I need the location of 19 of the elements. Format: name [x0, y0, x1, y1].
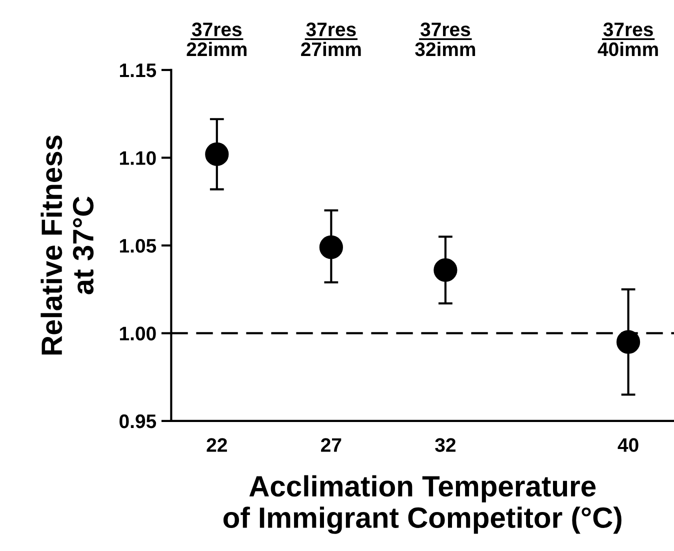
point	[205, 142, 229, 166]
x-tick-label: 40	[618, 438, 638, 452]
text: 37res 32imm	[415, 22, 476, 56]
y-tick-label: 1.05	[120, 238, 156, 253]
y-tick-label: 1.00	[120, 326, 156, 340]
text: 37res 22imm	[186, 22, 247, 56]
point	[616, 330, 640, 354]
x-tick-label: 32	[435, 438, 456, 452]
y-axis-title: Relative Fitness at 37°C	[40, 136, 94, 355]
x-axis-title: Acclimation Temperature of Immigrant Competitor (°C)	[223, 475, 622, 534]
x-tick-label: 27	[321, 438, 342, 452]
text: 37res 27imm	[301, 22, 361, 56]
text: 37res 40imm	[598, 22, 658, 56]
x-tick-label: 22	[206, 438, 227, 452]
point	[319, 235, 343, 260]
y-tick-label: 1.10	[120, 151, 156, 165]
point	[434, 258, 458, 282]
y-tick-label: 0.95	[120, 414, 156, 428]
y-tick-label: 1.15	[120, 64, 156, 78]
